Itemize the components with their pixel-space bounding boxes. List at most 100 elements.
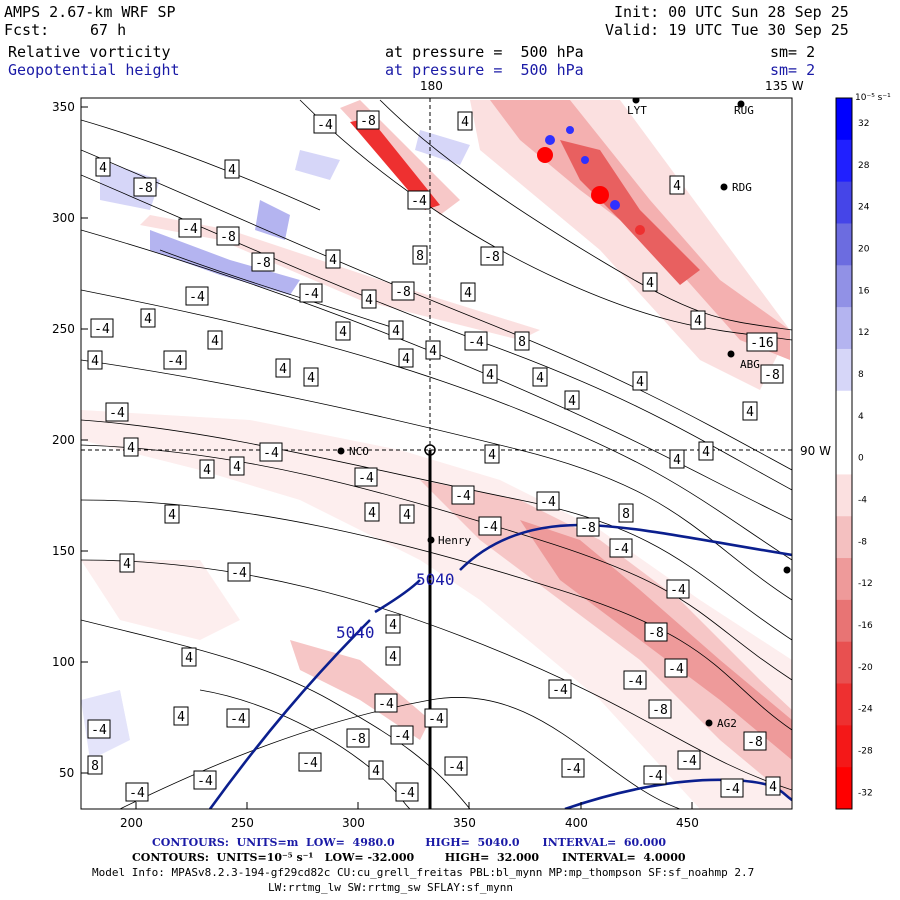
station-marker-ag2 xyxy=(705,719,713,727)
contour-label-box xyxy=(173,706,189,726)
colorbar-tick-label: -32 xyxy=(858,788,873,798)
colorbar-tick-label: 28 xyxy=(858,161,870,171)
contour-label-box xyxy=(259,442,283,462)
contour-label: -4 xyxy=(455,489,471,504)
contour-label: 4 xyxy=(123,557,131,572)
contour-label: 4 xyxy=(488,448,496,463)
contour-label-box xyxy=(133,177,157,197)
contour-label: 8 xyxy=(416,249,424,264)
contour-label: -4 xyxy=(230,712,246,727)
y-tick-300: 300 xyxy=(52,211,75,225)
contour-label: -8 xyxy=(220,230,236,245)
contour-label: -4 xyxy=(263,446,279,461)
contour-label: -4 xyxy=(358,471,374,486)
contour-label-box xyxy=(385,614,401,634)
colorbar-tick-label: -12 xyxy=(858,579,873,589)
contour-label: 4 xyxy=(203,463,211,478)
colorbar-swatch xyxy=(836,641,852,685)
contour-label: -16 xyxy=(750,336,773,351)
contour-label: -4 xyxy=(468,335,484,350)
contour-label-box xyxy=(643,765,667,785)
contour-label-box xyxy=(199,459,215,479)
colorbar-swatch xyxy=(836,139,852,183)
contour-label-box xyxy=(123,437,139,457)
contour-label: -8 xyxy=(764,368,780,383)
contour-label: 4 xyxy=(279,362,287,377)
contour-label: 4 xyxy=(646,276,654,291)
contour-label: 4 xyxy=(185,651,193,666)
contour-label-box xyxy=(95,157,111,177)
field1-name: Relative vorticity xyxy=(8,43,171,61)
lon-label-180: 180 xyxy=(420,79,443,93)
contour-label-box xyxy=(368,760,384,780)
x-tick-200: 200 xyxy=(120,816,143,830)
colorbar-swatch xyxy=(836,516,852,559)
contour-label-box xyxy=(298,752,322,772)
contour-label: 4 xyxy=(402,352,410,367)
contour-label-box xyxy=(478,516,502,536)
contour-label: 4 xyxy=(329,253,337,268)
contour-label-box xyxy=(425,340,441,360)
contour-label: -4 xyxy=(129,786,145,801)
contour-label-box xyxy=(207,330,223,350)
contour-label-box xyxy=(576,517,600,537)
colorbar-swatch xyxy=(836,98,852,141)
contour-label: 4 xyxy=(177,710,185,725)
contour-label-box xyxy=(388,320,404,340)
axis-labels: 200 250 300 350 400 450 350 300 250 200 … xyxy=(52,79,831,830)
contour-label: 8 xyxy=(622,507,630,522)
contour-label-box xyxy=(216,226,240,246)
contour-label-box xyxy=(666,579,690,599)
contour-label-box xyxy=(407,190,431,210)
contour-label-box xyxy=(335,321,351,341)
x-tick-250: 250 xyxy=(231,816,254,830)
colorbar-swatch xyxy=(836,767,852,810)
contour-label: -4 xyxy=(91,723,107,738)
contour-label: -4 xyxy=(482,520,498,535)
contour-label: -4 xyxy=(378,697,394,712)
contour-label-box xyxy=(356,110,380,130)
contour-label: 8 xyxy=(91,759,99,774)
contour-label: 4 xyxy=(464,286,472,301)
x-tick-400: 400 xyxy=(565,816,588,830)
contour-label-box xyxy=(412,245,428,265)
contour-label-box xyxy=(677,750,701,770)
colorbar-tick-label: 12 xyxy=(858,328,869,338)
contour-label-box xyxy=(227,562,251,582)
contour-label-box xyxy=(464,331,488,351)
contour-label-box xyxy=(364,502,380,522)
contour-label-box xyxy=(299,283,323,303)
station-rdg: RDG xyxy=(732,181,752,194)
model-title: AMPS 2.67-km WRF SP xyxy=(4,3,176,21)
contour-label-box xyxy=(720,778,744,798)
contour-label: -4 xyxy=(552,683,568,698)
colorbar-swatch xyxy=(836,683,852,726)
contour-label-box xyxy=(275,358,291,378)
contour-label: 4 xyxy=(702,445,710,460)
contour-label-box xyxy=(87,350,103,370)
contour-label-box xyxy=(185,286,209,306)
contour-label: 4 xyxy=(694,314,702,329)
y-tick-150: 150 xyxy=(52,544,75,558)
valid-time: Valid: 19 UTC Tue 30 Sep 25 xyxy=(605,21,849,39)
contour-label-box xyxy=(669,449,685,469)
contour-label: -8 xyxy=(580,521,596,536)
contour-label-box xyxy=(690,310,706,330)
colorbar-tick-label: 0 xyxy=(858,454,864,464)
contour-label-box xyxy=(90,318,114,338)
contour-label: 4 xyxy=(127,441,135,456)
forecast-label: Fcst: xyxy=(4,21,50,39)
colorbar-swatch xyxy=(836,432,852,475)
contour-label: 4 xyxy=(99,161,107,176)
station-marker-henry xyxy=(427,536,435,544)
contour-label-box xyxy=(644,622,668,642)
colorbar-swatch xyxy=(836,307,852,350)
contour-label-box xyxy=(698,441,714,461)
colorbar-swatch xyxy=(836,725,852,768)
contour-label: -4 xyxy=(197,774,213,789)
colorbar-swatch xyxy=(836,223,852,266)
contour-label-box xyxy=(193,770,217,790)
contour-label-box xyxy=(664,658,688,678)
contour-label-box xyxy=(632,371,648,391)
